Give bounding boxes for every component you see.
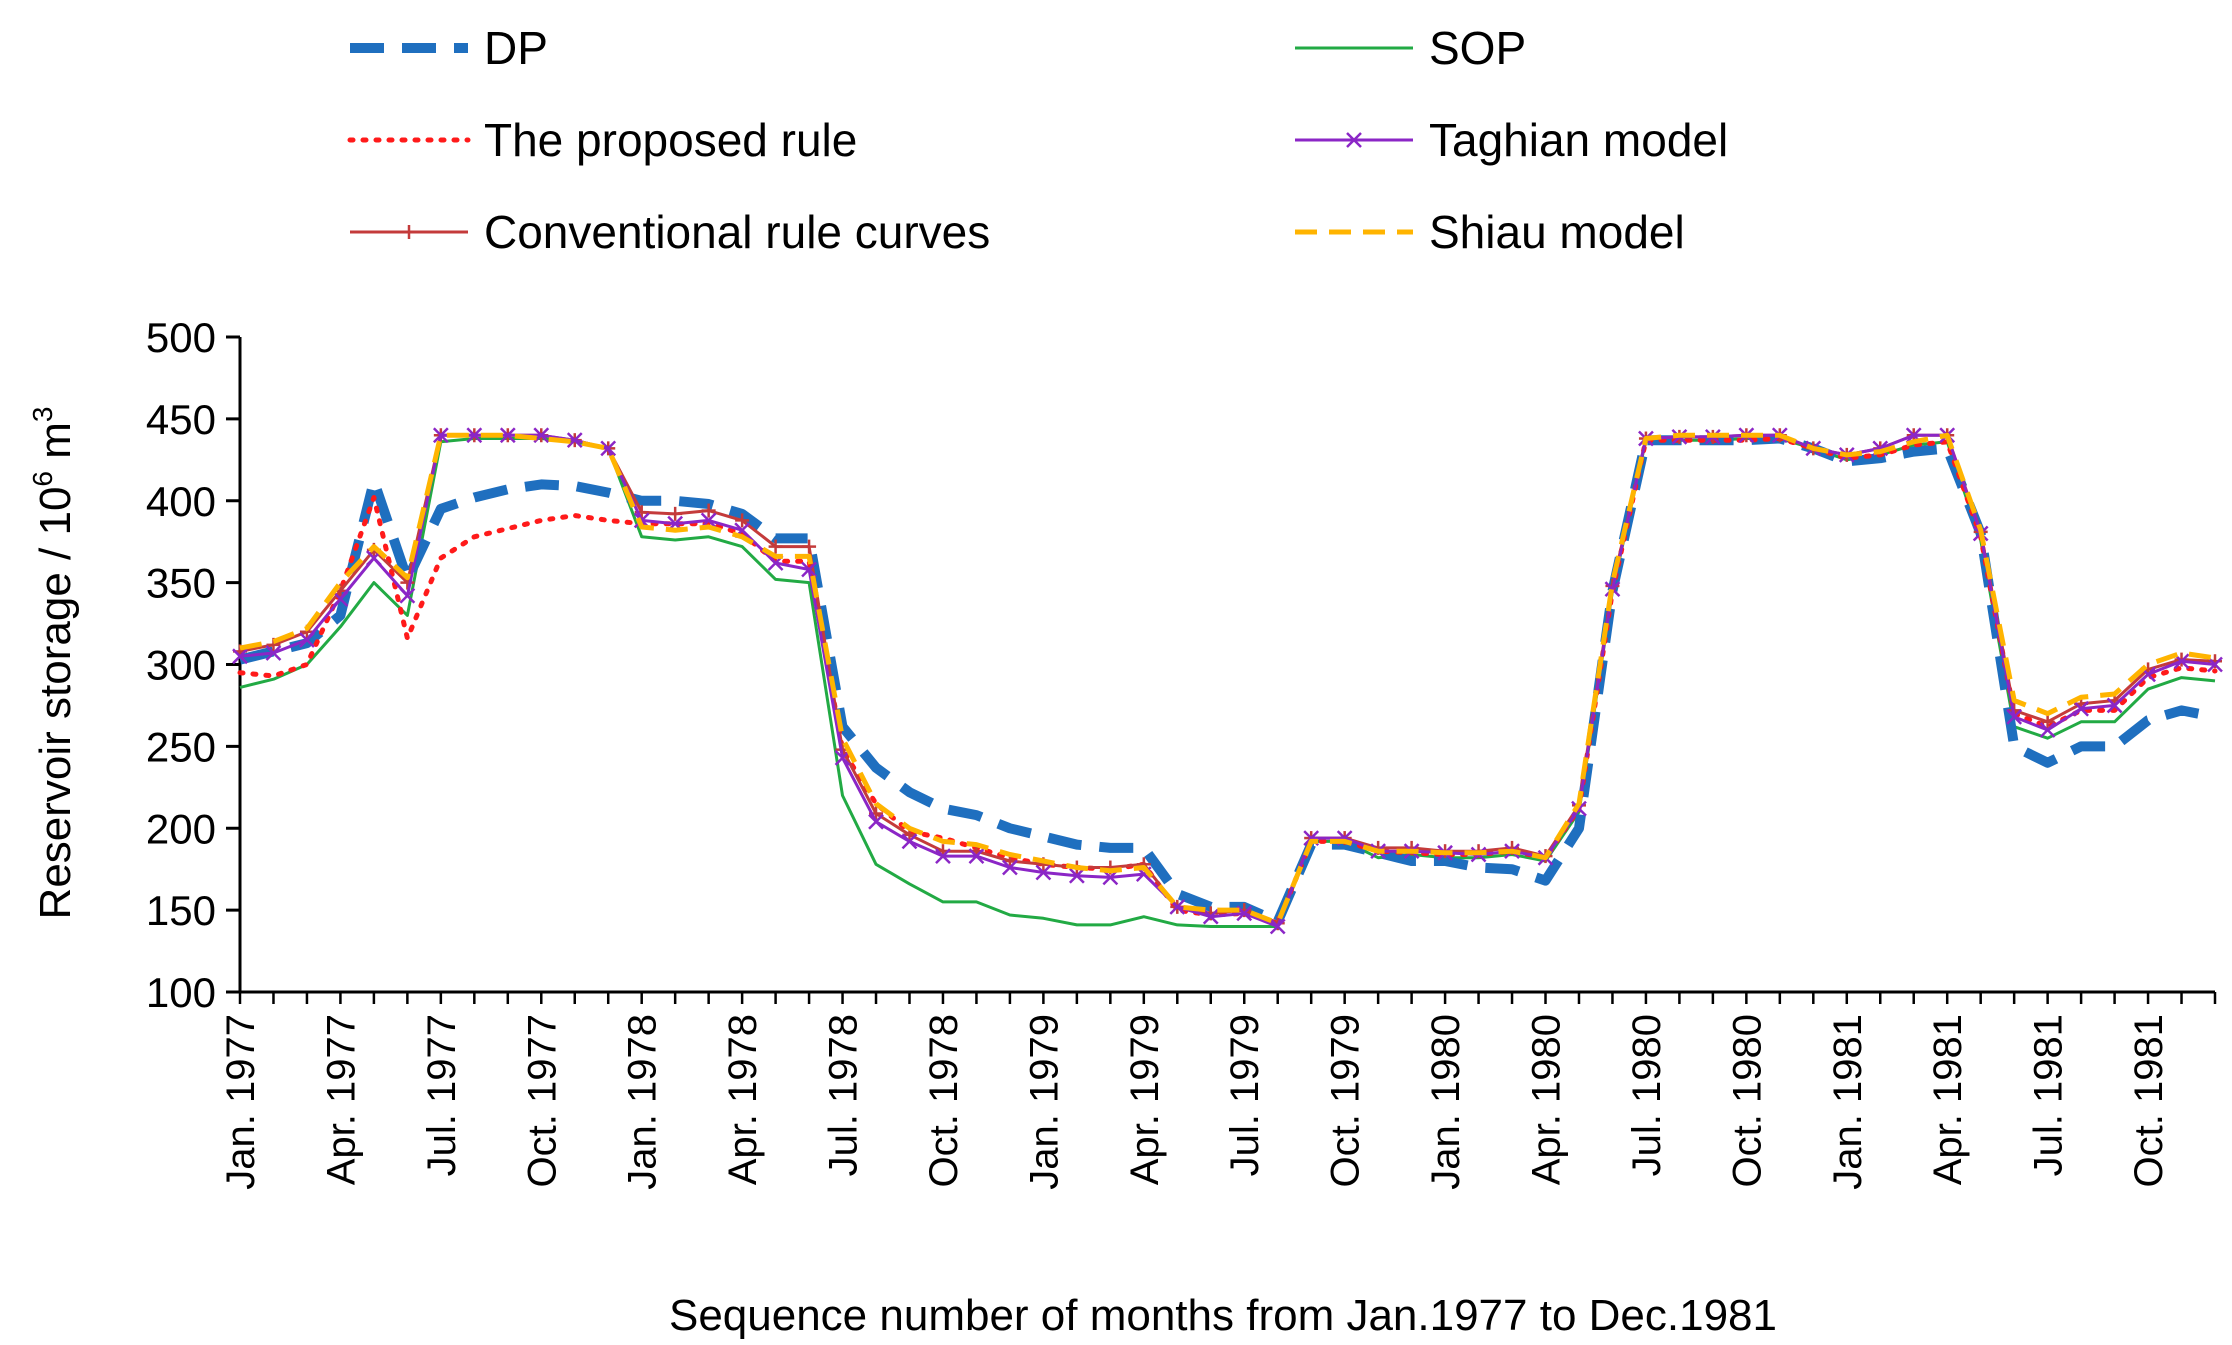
legend-entry-shiau-model: Shiau model [1295,206,1685,258]
legend-entry-the-proposed-rule: The proposed rule [347,114,857,166]
x-tick-label: Jan. 1979 [1022,1014,1066,1190]
data-point-taghian-model [2073,700,2089,717]
data-point-conventional-rule-curves [2040,714,2055,729]
legend-label: Shiau model [1429,206,1685,258]
data-point-taghian-model [232,648,248,665]
x-tick-label: Oct. 1977 [520,1014,564,1187]
x-tick-label: Jan. 1978 [621,1014,665,1190]
data-point-taghian-model [2039,722,2056,738]
legend-label: SOP [1429,22,1526,74]
legend-entry-taghian-model: Taghian model [1295,114,1728,166]
x-tick-label: Jan. 1981 [1826,1014,1870,1190]
y-tick-label: 300 [146,642,216,689]
data-point-taghian-model [2207,656,2223,673]
data-point-taghian-model [935,848,951,864]
x-tick-label: Oct. 1978 [922,1014,966,1187]
y-tick-label: 150 [146,887,216,934]
x-tick-label: Apr. 1981 [1926,1014,1970,1185]
x-tick-label: Oct. 1981 [2127,1014,2171,1187]
y-tick-label: 250 [146,723,216,770]
x-tick-label: Oct. 1979 [1324,1014,1368,1187]
data-point-taghian-model [1571,800,1587,817]
data-point-taghian-model [901,833,918,850]
plot-area: 100 150 200 250 300 350 400 450 500 Jan. 1977 Apr… [146,314,2223,1190]
legend: DP SOP The proposed rule Taghian model Conve… [347,22,1728,258]
data-point-conventional-rule-curves [668,506,683,521]
data-point-taghian-model [299,632,315,648]
x-tick-label: Apr. 1980 [1525,1014,1569,1185]
y-tick-label: 400 [146,478,216,525]
data-point-taghian-model [1068,867,1085,884]
data-point-taghian-model [265,645,282,661]
y-tick-label: 100 [146,969,216,1016]
series-line-the-proposed-rule [237,436,2218,926]
legend-label: DP [484,22,548,74]
legend-marker [1346,132,1362,148]
legend-label: Conventional rule curves [484,206,990,258]
data-point-taghian-model [432,427,449,444]
x-axis-ticks: Jan. 1977 Apr. 1977 Jul. 1977 Oct. 1977 Jan.… [219,992,2217,1190]
x-tick-label: Jul. 1977 [420,1014,464,1176]
x-tick-label: Apr. 1978 [721,1014,765,1185]
data-point-taghian-model [332,591,349,607]
data-point-taghian-model [968,848,985,864]
data-point-conventional-rule-curves [802,539,817,554]
data-point-taghian-model [1035,864,1052,881]
y-axis-title: Reservoir storage / 106 m3 [27,407,80,920]
x-tick-label: Jul. 1979 [1223,1014,1267,1176]
x-tick-label: Oct. 1980 [1725,1014,1769,1187]
data-point-taghian-model [1604,581,1621,598]
data-point-taghian-model [2106,697,2123,714]
legend-marker [402,225,416,239]
x-tick-label: Apr. 1979 [1123,1014,1167,1185]
data-point-conventional-rule-curves [701,503,716,518]
data-point-taghian-model [566,432,583,449]
legend-label: The proposed rule [484,114,857,166]
data-point-taghian-model [499,427,516,444]
series-layer [232,427,2223,935]
x-tick-label: Jul. 1978 [822,1014,866,1176]
data-point-taghian-model [600,440,617,457]
series-line-taghian-model [239,433,2216,928]
series-line-sop [239,437,2216,928]
data-point-taghian-model [834,749,851,766]
data-point-taghian-model [399,587,416,604]
x-tick-label: Jan. 1980 [1424,1014,1468,1190]
y-axis-ticks: 100 150 200 250 300 350 400 450 500 [146,314,240,1016]
series-line-conventional-rule-curves [239,433,2216,925]
data-point-conventional-rule-curves [768,539,783,554]
data-point-taghian-model [868,813,884,830]
data-point-conventional-rule-curves [735,513,750,528]
legend-entry-conventional-rule-curves: Conventional rule curves [350,206,990,258]
data-point-taghian-model [1269,918,1286,935]
legend-label: Taghian model [1429,114,1728,166]
x-tick-label: Jul. 1981 [2027,1014,2071,1176]
y-tick-label: 350 [146,560,216,607]
data-point-taghian-model [1236,905,1253,922]
x-tick-label: Jan. 1977 [219,1014,263,1190]
data-point-taghian-model [2006,709,2023,725]
data-point-taghian-model [533,427,550,444]
series-line-shiau-model [239,432,2216,926]
y-tick-label: 450 [146,396,216,443]
y-tick-label: 200 [146,805,216,852]
x-tick-label: Apr. 1977 [319,1014,363,1185]
data-point-taghian-model [801,561,817,578]
legend-entry-sop: SOP [1295,22,1526,74]
x-axis-title: Sequence number of months from Jan.1977 … [669,1291,1777,1340]
legend-entry-dp: DP [350,22,548,74]
data-point-taghian-model [466,427,483,444]
series-line-dp [238,433,2216,927]
data-point-taghian-model [1002,859,1018,876]
data-point-taghian-model [1202,908,1219,925]
x-tick-label: Jul. 1980 [1625,1014,1669,1176]
y-tick-label: 500 [146,314,216,361]
